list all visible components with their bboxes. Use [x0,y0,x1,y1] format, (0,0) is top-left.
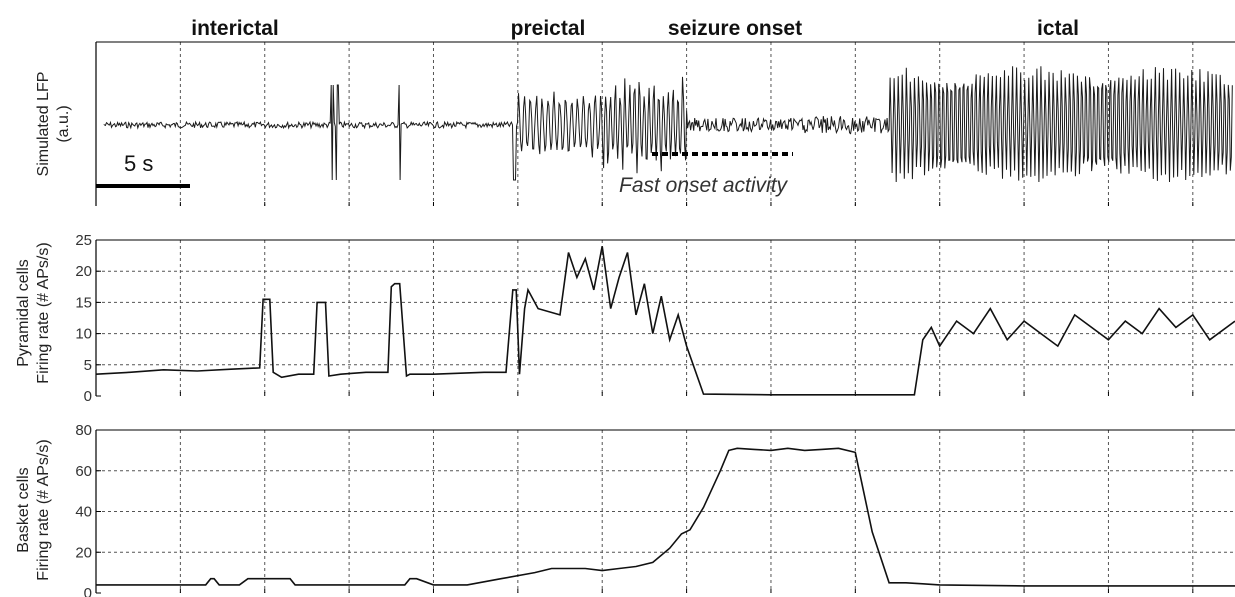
phase-labels: interictal preictal seizure onset ictal [191,17,1079,40]
pyramidal-ytick-label-4: 20 [75,263,92,280]
basket-panel: 0 20 40 60 80 Basket cells Firing rate (# AP… [15,422,1235,597]
basket-ytick-label-3: 60 [75,463,92,480]
lfp-panel: 5 s Fast onset activity Simulated LFP (a… [35,66,1233,197]
pyramidal-ytick-label-3: 15 [75,294,92,311]
basket-ylabel-line1: Basket cells [15,467,32,552]
basket-ytick-label-1: 20 [75,544,92,561]
pyramidal-ytick-label-1: 5 [84,357,92,374]
panel-frames [95,41,1235,594]
basket-ytick-label-4: 80 [75,422,92,439]
basket-firing-rate-line [96,447,1235,587]
pyramidal-ytick-label-2: 10 [75,326,92,343]
basket-ytick-labels: 0 20 40 60 80 [75,422,92,597]
phase-label-seizure-onset: seizure onset [668,17,802,40]
grid-lines [96,42,1235,593]
pyramidal-ytick-label-5: 25 [75,232,92,249]
pyramidal-ylabel-line2: Firing rate (# APs/s) [35,242,52,383]
basket-ylabel-line2: Firing rate (# APs/s) [35,439,52,580]
pyramidal-firing-rate-line [95,246,1235,396]
pyramidal-ytick-label-0: 0 [84,388,92,405]
fast-onset-annotation: Fast onset activity [619,174,789,197]
basket-ytick-label-0: 0 [84,585,92,597]
phase-label-interictal: interictal [191,17,279,40]
lfp-trace [103,66,1233,183]
pyramidal-panel: 0 5 10 15 20 25 Pyramidal cells Firing rate (… [15,232,1235,405]
phase-label-preictal: preictal [511,17,586,40]
scale-bar-label: 5 s [124,151,153,176]
pyramidal-ytick-labels: 0 5 10 15 20 25 [75,232,92,405]
phase-label-ictal: ictal [1037,17,1079,40]
lfp-ylabel-line1: Simulated LFP [35,72,52,177]
lfp-ylabel-line2: (a.u.) [55,105,72,142]
basket-ytick-label-2: 40 [75,504,92,521]
pyramidal-ylabel-line1: Pyramidal cells [15,259,32,367]
